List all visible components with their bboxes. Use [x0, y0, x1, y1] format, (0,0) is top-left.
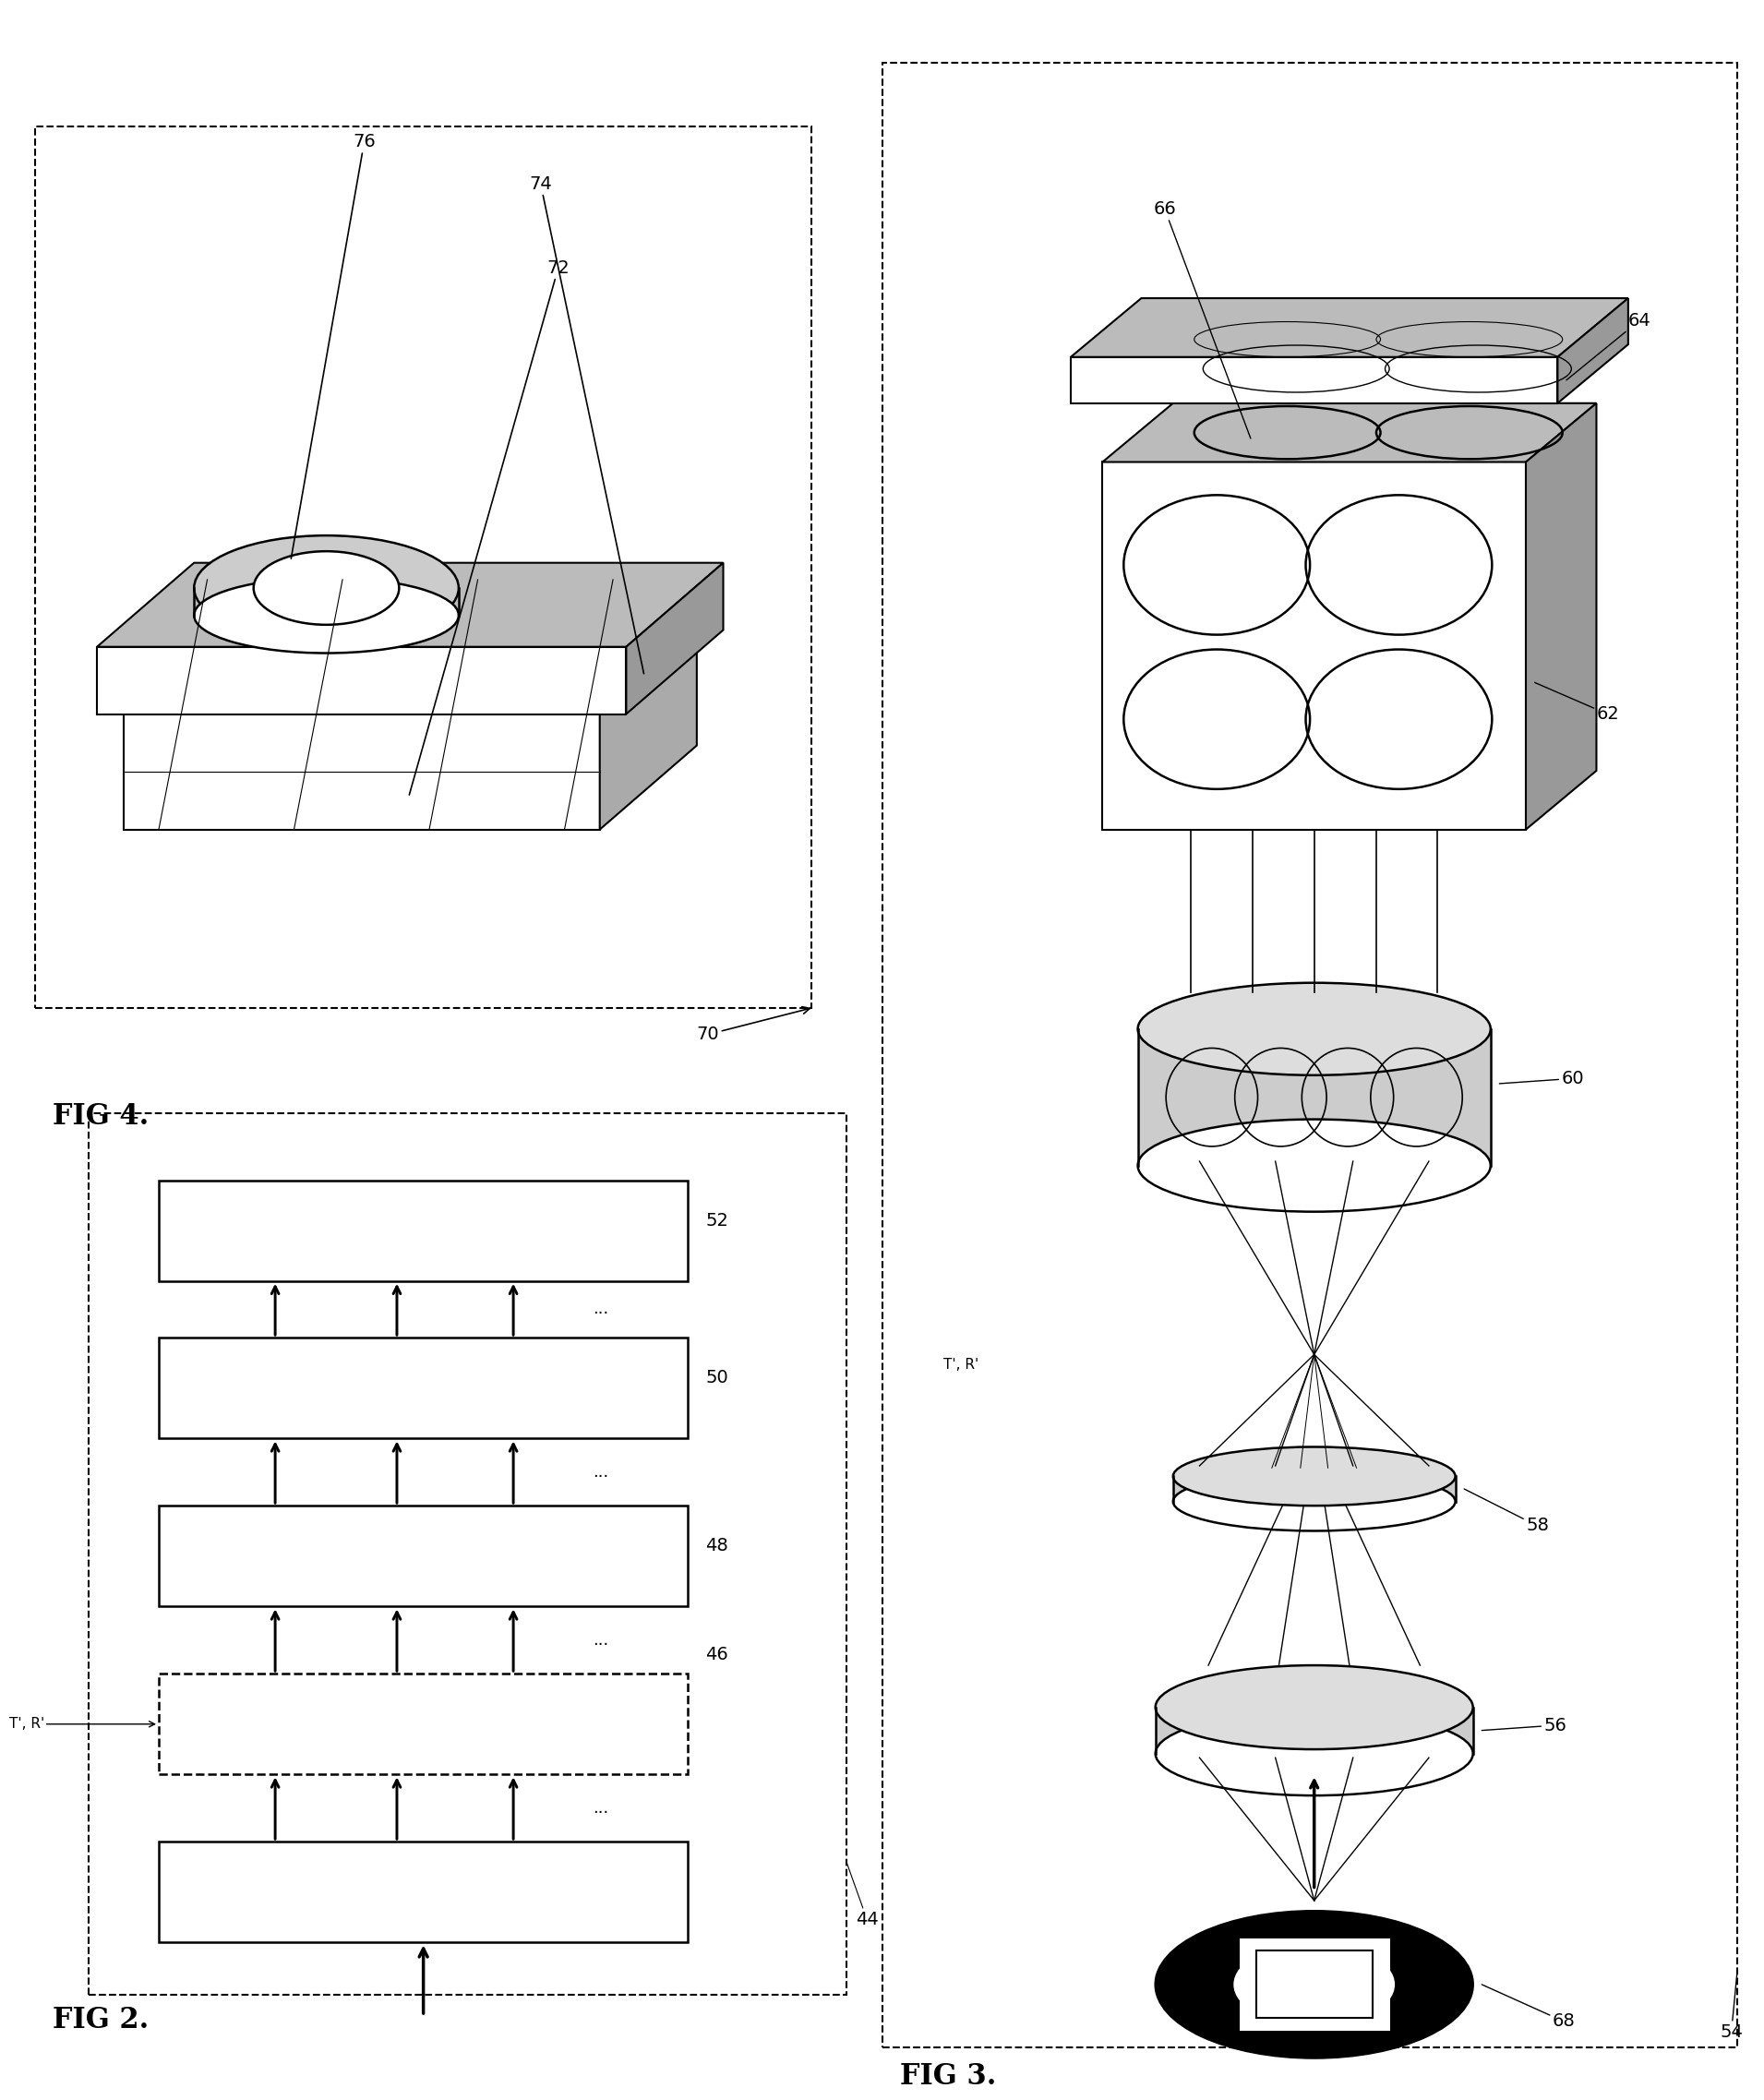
Polygon shape	[1558, 298, 1628, 403]
Bar	[159, 1180, 688, 1281]
Text: FIG 4.: FIG 4.	[53, 1102, 150, 1132]
Text: FIG 2.: FIG 2.	[53, 2006, 150, 2035]
Text: 76: 76	[291, 132, 376, 559]
Text: 48: 48	[706, 1537, 729, 1554]
Text: ...: ...	[593, 1632, 609, 1648]
Polygon shape	[1526, 403, 1596, 830]
Ellipse shape	[194, 536, 459, 640]
Bar	[1138, 1029, 1491, 1166]
Text: 44: 44	[847, 1863, 878, 1928]
Polygon shape	[626, 563, 723, 714]
Text: 54: 54	[1720, 1968, 1743, 2041]
Text: 56: 56	[1482, 1716, 1566, 1735]
Bar	[1240, 1938, 1390, 2031]
Polygon shape	[123, 630, 697, 714]
Text: T', R': T', R'	[9, 1718, 155, 1730]
Text: 70: 70	[697, 1006, 810, 1044]
Polygon shape	[1102, 403, 1596, 462]
Ellipse shape	[194, 578, 459, 653]
Bar	[159, 1338, 688, 1438]
Bar	[159, 1674, 688, 1774]
Ellipse shape	[1235, 1945, 1394, 2024]
Ellipse shape	[1155, 1911, 1473, 2058]
Bar	[123, 714, 600, 830]
Text: 66: 66	[1154, 200, 1251, 439]
Text: 74: 74	[529, 174, 644, 674]
Bar	[1173, 1476, 1455, 1501]
Bar	[159, 1506, 688, 1606]
Ellipse shape	[1173, 1447, 1455, 1506]
Ellipse shape	[1138, 1119, 1491, 1212]
Bar	[97, 647, 626, 714]
Ellipse shape	[254, 550, 399, 624]
Text: FIG 3.: FIG 3.	[900, 2062, 997, 2092]
Text: 62: 62	[1535, 682, 1619, 722]
Bar	[35, 126, 811, 1008]
Polygon shape	[1071, 298, 1628, 357]
Text: 58: 58	[1464, 1489, 1549, 1535]
Text: T', R': T', R'	[944, 1359, 979, 1371]
Text: 46: 46	[706, 1646, 729, 1663]
Ellipse shape	[1138, 983, 1491, 1075]
Text: ...: ...	[593, 1800, 609, 1816]
Ellipse shape	[1155, 1665, 1473, 1749]
Bar	[882, 63, 1738, 2048]
Bar	[1071, 357, 1558, 403]
Text: 68: 68	[1482, 1984, 1575, 2031]
Text: ...: ...	[593, 1302, 609, 1317]
Bar	[1256, 1951, 1372, 2018]
Polygon shape	[97, 563, 723, 647]
Polygon shape	[600, 630, 697, 830]
Text: 60: 60	[1499, 1069, 1584, 1088]
Text: ...: ...	[593, 1464, 609, 1480]
Bar	[1102, 462, 1526, 830]
Text: 64: 64	[1566, 311, 1651, 380]
Ellipse shape	[1155, 1711, 1473, 1796]
Bar	[159, 1842, 688, 1942]
Bar	[1155, 1707, 1473, 1754]
Ellipse shape	[1173, 1472, 1455, 1531]
Text: 50: 50	[706, 1369, 729, 1386]
Text: 72: 72	[409, 258, 570, 796]
Text: 52: 52	[706, 1212, 729, 1228]
Bar	[88, 1113, 847, 1995]
